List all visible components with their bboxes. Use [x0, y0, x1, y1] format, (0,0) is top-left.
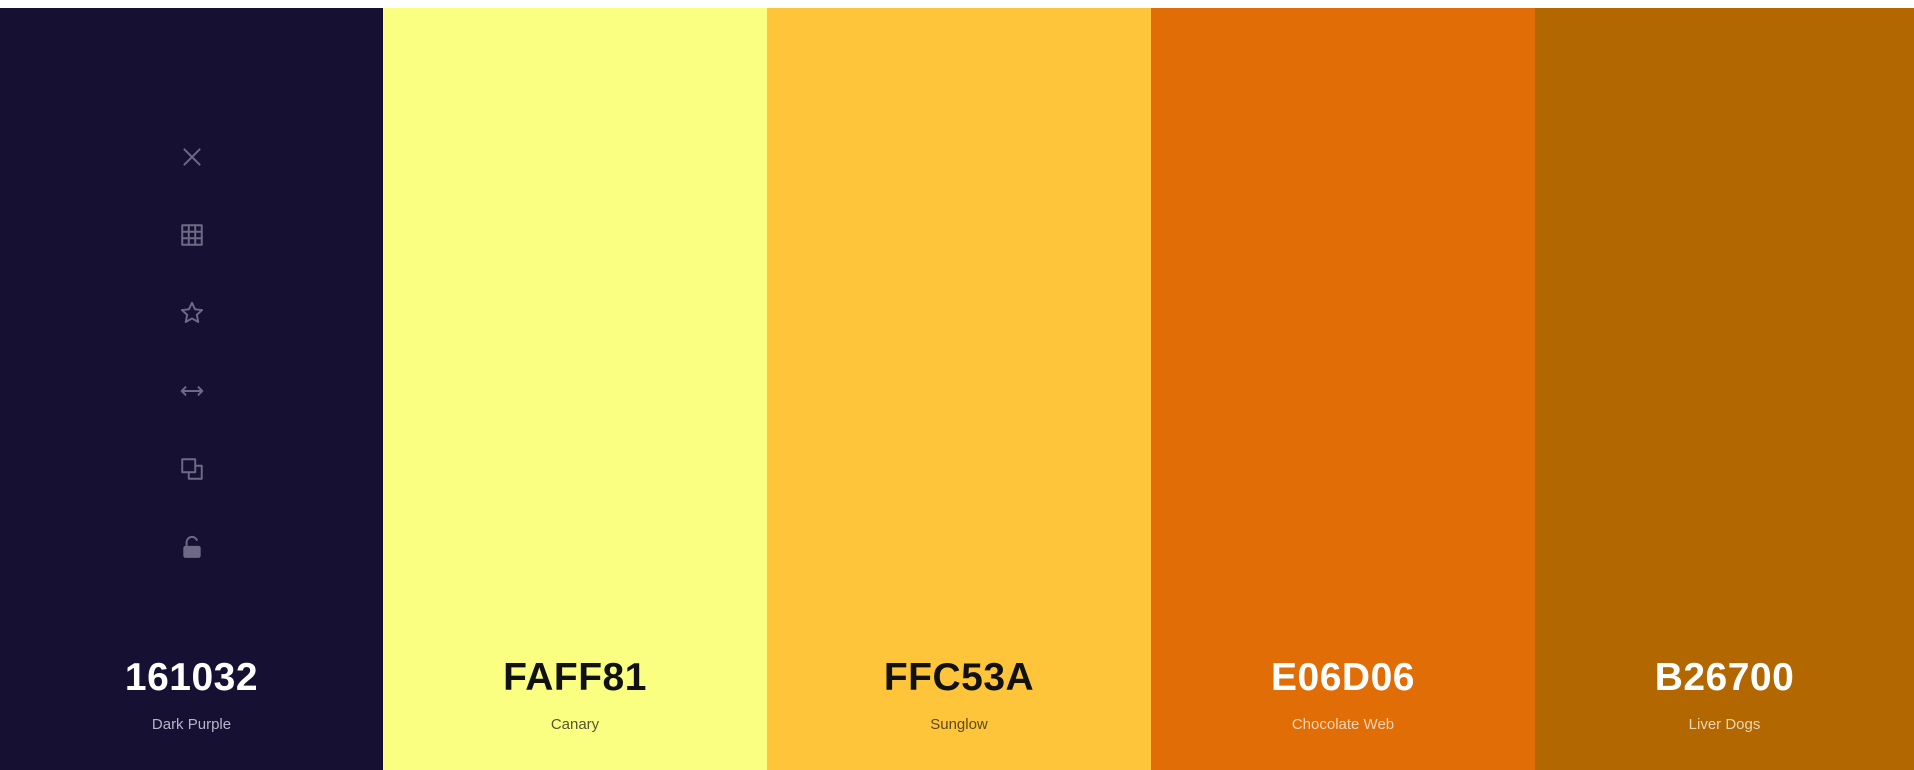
color-name[interactable]: Canary — [550, 716, 600, 733]
unlock-icon[interactable] — [172, 527, 212, 567]
swatch-canary[interactable]: FAFF81 Canary — [383, 8, 767, 770]
swatch-chocolate-web[interactable]: E06D06 Chocolate Web — [1151, 8, 1535, 770]
grid-icon[interactable] — [172, 215, 212, 255]
color-hex-code[interactable]: E06D06 — [1271, 656, 1415, 699]
color-name[interactable]: Sunglow — [930, 716, 988, 733]
color-hex-code[interactable]: FAFF81 — [503, 656, 647, 699]
close-icon[interactable] — [172, 137, 212, 177]
swatch-sunglow[interactable]: FFC53A Sunglow — [767, 8, 1151, 770]
swatch-liver-dogs[interactable]: B26700 Liver Dogs — [1535, 8, 1914, 770]
color-name[interactable]: Liver Dogs — [1688, 716, 1761, 733]
swatch-dark-purple[interactable]: 161032 Dark Purple — [0, 8, 383, 770]
copy-icon[interactable] — [172, 449, 212, 489]
color-hex-code[interactable]: B26700 — [1654, 656, 1795, 699]
color-palette: 161032 Dark Purple FAFF81 Canary FFC53A … — [0, 8, 1914, 770]
color-name[interactable]: Chocolate Web — [1291, 716, 1395, 733]
drag-arrows-icon[interactable] — [172, 371, 212, 411]
star-icon[interactable] — [172, 293, 212, 333]
color-hex-code[interactable]: FFC53A — [883, 656, 1035, 699]
color-name[interactable]: Dark Purple — [151, 716, 232, 733]
swatch-toolbar — [172, 137, 212, 605]
color-hex-code[interactable]: 161032 — [124, 656, 259, 699]
